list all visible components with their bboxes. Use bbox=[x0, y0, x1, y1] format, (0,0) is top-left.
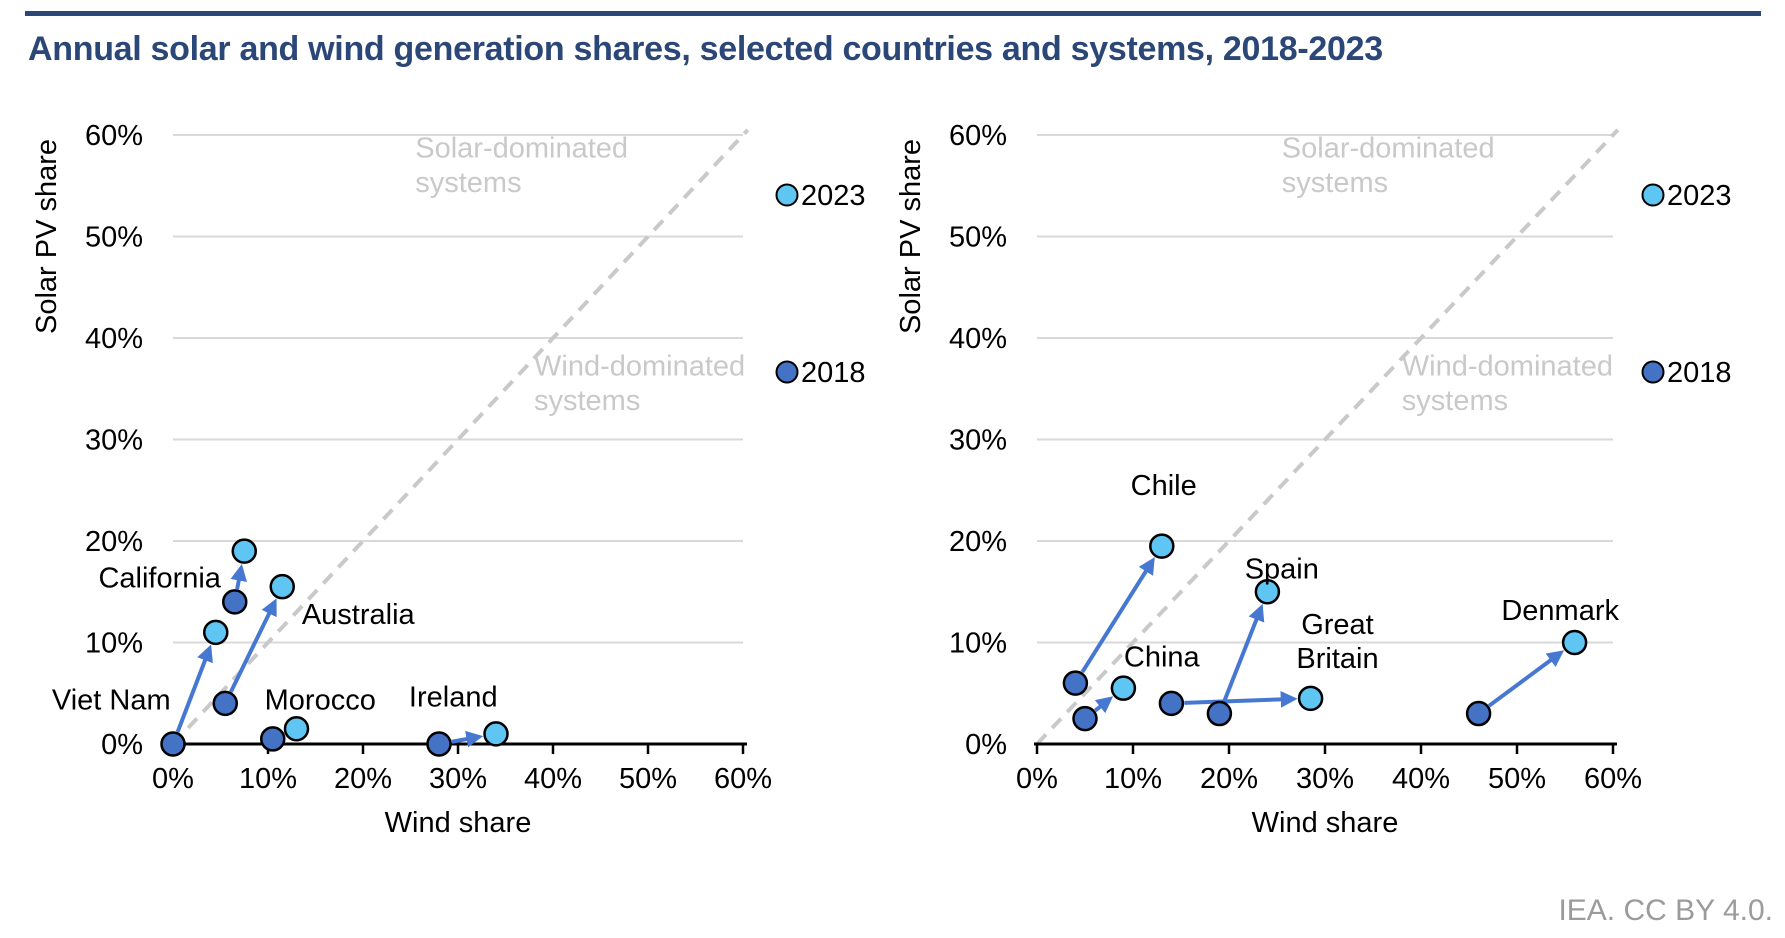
solar-dominated-zone-label-line2: systems bbox=[1282, 167, 1388, 199]
legend-2023-marker bbox=[1641, 183, 1665, 207]
label-california: California bbox=[98, 563, 221, 595]
x-tick-label-60%: 60% bbox=[714, 763, 772, 795]
y-tick-label-40%: 40% bbox=[949, 323, 1007, 355]
x-tick-label-30%: 30% bbox=[1296, 763, 1354, 795]
wind-dominated-zone-label-line2: systems bbox=[1402, 385, 1508, 417]
x-tick-label-10%: 10% bbox=[1104, 763, 1162, 795]
x-tick-label-20%: 20% bbox=[1200, 763, 1258, 795]
arrow-ireland bbox=[451, 730, 484, 748]
ireland-2018-point bbox=[426, 731, 452, 757]
great-britain-2018-point bbox=[1158, 690, 1185, 717]
y-tick-label-20%: 20% bbox=[949, 526, 1007, 558]
attribution: IEA. CC BY 4.0. bbox=[1558, 894, 1773, 927]
y-tick-label-40%: 40% bbox=[85, 323, 143, 355]
top-rule bbox=[25, 11, 1761, 16]
x-tick-label-50%: 50% bbox=[619, 763, 677, 795]
legend-2023-label: 2023 bbox=[1667, 180, 1732, 212]
arrow-denmark bbox=[1487, 650, 1565, 708]
wind-dominated-zone-label-line1: Wind-dominated bbox=[534, 351, 745, 383]
california-2018-point bbox=[222, 589, 248, 615]
x-axis-title: Wind share bbox=[1252, 807, 1399, 839]
x-tick-label-60%: 60% bbox=[1584, 763, 1642, 795]
wind-dominated-zone-label-line2: systems bbox=[534, 385, 640, 417]
spain-2018-point bbox=[1206, 700, 1233, 727]
x-tick-label-20%: 20% bbox=[334, 763, 392, 795]
x-tick-label-30%: 30% bbox=[429, 763, 487, 795]
label-australia: Australia bbox=[302, 599, 416, 631]
y-tick-label-0%: 0% bbox=[101, 729, 143, 761]
chart-right: Solar-dominatedsystemsWind-dominatedsyst… bbox=[895, 120, 1732, 839]
diagonal-reference-line bbox=[171, 128, 750, 746]
solar-dominated-zone-label-line1: Solar-dominated bbox=[415, 132, 628, 164]
australia-2018-point bbox=[212, 690, 238, 717]
label-spain: Spain bbox=[1245, 553, 1319, 585]
label-china: China bbox=[1124, 642, 1201, 674]
label-morocco: Morocco bbox=[265, 684, 376, 716]
morocco-2023-point bbox=[283, 716, 310, 742]
solar-dominated-zone-label-line1: Solar-dominated bbox=[1282, 132, 1495, 164]
china-2023-point bbox=[1110, 675, 1137, 701]
arrow-california bbox=[230, 563, 248, 590]
china-2018-point bbox=[1072, 705, 1098, 732]
legend-2018-marker bbox=[1641, 360, 1665, 384]
great-britain-2023-point bbox=[1297, 685, 1324, 712]
y-tick-label-30%: 30% bbox=[949, 425, 1007, 457]
spain-2023-point bbox=[1254, 579, 1281, 605]
y-tick-label-10%: 10% bbox=[949, 628, 1007, 660]
legend-2018-marker bbox=[775, 360, 799, 384]
ireland-2023-point bbox=[483, 721, 509, 747]
australia-2023-point bbox=[269, 573, 295, 600]
arrow-china bbox=[1093, 696, 1114, 714]
x-tick-label-10%: 10% bbox=[239, 763, 297, 795]
x-tick-label-0%: 0% bbox=[1016, 763, 1058, 795]
arrow-viet-nam bbox=[175, 644, 213, 733]
y-tick-label-60%: 60% bbox=[949, 120, 1007, 152]
y-tick-label-60%: 60% bbox=[85, 120, 143, 152]
label-denmark: Denmark bbox=[1501, 595, 1619, 627]
viet-nam-2023-point bbox=[203, 619, 229, 646]
legend-2018-label: 2018 bbox=[801, 357, 866, 389]
label-chile: Chile bbox=[1131, 470, 1197, 502]
x-tick-label-0%: 0% bbox=[152, 763, 194, 795]
legend-2018-label: 2018 bbox=[1667, 357, 1732, 389]
label-ireland: Ireland bbox=[409, 681, 498, 713]
y-tick-label-30%: 30% bbox=[85, 425, 143, 457]
y-axis-title: Solar PV share bbox=[895, 139, 927, 334]
denmark-2018-point bbox=[1465, 700, 1492, 727]
y-tick-label-0%: 0% bbox=[965, 729, 1007, 761]
label-viet-nam: Viet Nam bbox=[52, 684, 171, 716]
denmark-2023-point bbox=[1561, 629, 1588, 656]
arrow-australia bbox=[229, 598, 277, 693]
label-great-britain: Britain bbox=[1296, 643, 1378, 675]
california-2023-point bbox=[231, 538, 257, 564]
y-tick-label-50%: 50% bbox=[85, 222, 143, 254]
x-tick-label-40%: 40% bbox=[524, 763, 582, 795]
viet-nam-2018-point bbox=[160, 731, 186, 757]
solar-dominated-zone-label-line2: systems bbox=[415, 167, 521, 199]
label-great-britain: Great bbox=[1301, 609, 1374, 641]
y-tick-label-20%: 20% bbox=[85, 526, 143, 558]
legend-2023-marker bbox=[775, 183, 799, 207]
arrow-spain bbox=[1222, 603, 1265, 703]
x-axis-title: Wind share bbox=[385, 807, 532, 839]
chile-2023-point bbox=[1149, 533, 1175, 559]
legend-2023-label: 2023 bbox=[801, 180, 866, 212]
x-tick-label-50%: 50% bbox=[1488, 763, 1546, 795]
y-tick-label-10%: 10% bbox=[85, 628, 143, 660]
arrow-chile bbox=[1080, 557, 1155, 674]
x-tick-label-40%: 40% bbox=[1392, 763, 1450, 795]
morocco-2018-point bbox=[260, 726, 286, 752]
y-tick-label-50%: 50% bbox=[949, 222, 1007, 254]
arrow-great-britain bbox=[1184, 691, 1298, 708]
y-axis-title: Solar PV share bbox=[31, 139, 63, 334]
diagonal-reference-line bbox=[1035, 128, 1620, 746]
page-title: Annual solar and wind generation shares,… bbox=[28, 30, 1383, 68]
wind-dominated-zone-label-line1: Wind-dominated bbox=[1402, 351, 1613, 383]
chart-left: Solar-dominatedsystemsWind-dominatedsyst… bbox=[31, 120, 866, 839]
chile-2018-point bbox=[1062, 670, 1089, 696]
